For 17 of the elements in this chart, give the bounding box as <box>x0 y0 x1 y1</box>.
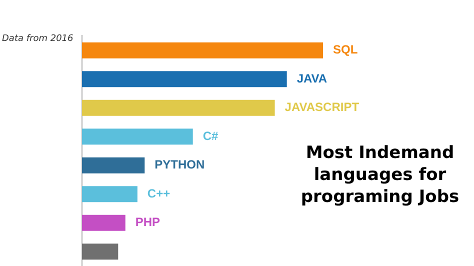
y-tick-label: JAVA <box>296 71 328 86</box>
text: Data from 2016 <box>2 34 74 44</box>
text: Most Indemand languages for programing Jobs <box>300 142 460 208</box>
y-tick-label: JAVASCRIPT <box>284 100 360 114</box>
bar <box>82 71 287 88</box>
bar <box>82 186 138 202</box>
y-tick-label: C# <box>202 128 219 143</box>
bar <box>82 157 145 174</box>
y-tick-label: PHP <box>135 215 160 230</box>
y-tick-label: SQL <box>333 42 358 57</box>
y-tick-label: PYTHON <box>154 158 205 172</box>
y-tick-label: C++ <box>147 186 170 200</box>
bar <box>82 100 275 116</box>
bar <box>82 214 126 231</box>
bar <box>82 42 323 58</box>
bar <box>82 128 193 145</box>
bar <box>82 244 118 260</box>
